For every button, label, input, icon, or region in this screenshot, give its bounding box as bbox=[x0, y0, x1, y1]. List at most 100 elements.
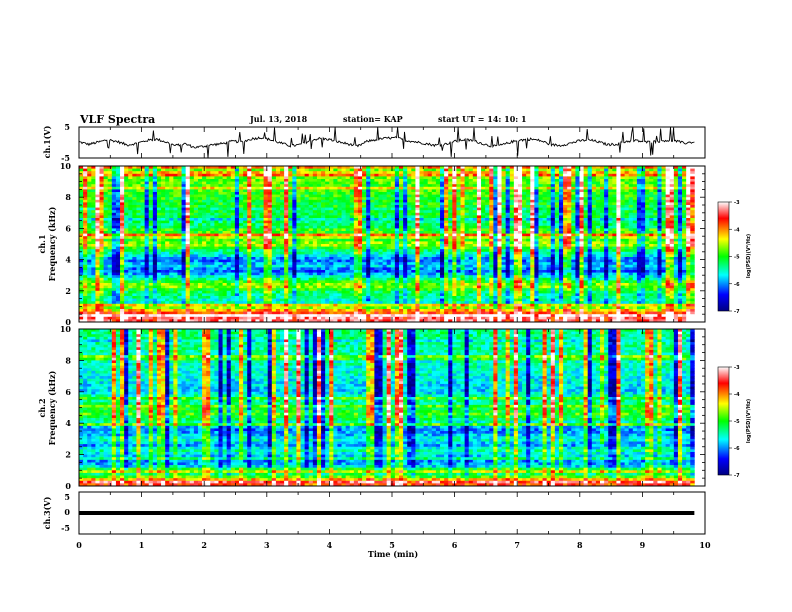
ch1-spectrogram-cell bbox=[411, 174, 415, 177]
ch1-spectrogram-cell bbox=[202, 176, 206, 179]
ch1-spectrogram-cell bbox=[403, 205, 407, 208]
ch1-spectrogram-cell bbox=[165, 169, 169, 172]
ch1-spectrogram-cell bbox=[506, 208, 510, 211]
ch1-spectrogram-cell bbox=[186, 171, 190, 174]
ch1-spectrogram-cell bbox=[79, 176, 83, 179]
ch1-spectrogram-cell bbox=[239, 184, 243, 187]
ch1-spectrogram-cell bbox=[157, 228, 161, 231]
ch1-spectrogram-cell bbox=[403, 179, 407, 182]
ch1-spectrogram-cell bbox=[268, 213, 272, 216]
ch1-spectrogram-cell bbox=[337, 208, 341, 211]
ch1-spectrogram-cell bbox=[190, 223, 194, 226]
ch1-spectrogram-cell bbox=[264, 174, 268, 177]
ch1-spectrogram-cell bbox=[485, 200, 489, 203]
ch1-spectrogram-cell bbox=[153, 169, 157, 172]
ch1-spectrogram-cell bbox=[350, 176, 354, 179]
ch1-spectrogram-cell bbox=[100, 221, 104, 224]
ch1-spectrogram-cell bbox=[424, 205, 428, 208]
ch1-spectrogram-cell bbox=[227, 202, 231, 205]
ch1-spectrogram-cell bbox=[420, 171, 424, 174]
ch1-spectrogram-cell bbox=[666, 228, 670, 231]
ch1-spectrogram-cell bbox=[153, 210, 157, 213]
ch1-spectrogram-cell bbox=[567, 215, 571, 218]
ch1-spectrogram-cell bbox=[280, 174, 284, 177]
ch1-spectrogram-cell bbox=[444, 223, 448, 226]
ch1-spectrogram-cell bbox=[411, 210, 415, 213]
ch1-spectrogram-cell bbox=[161, 213, 165, 216]
ch1-spectrogram-cell bbox=[288, 218, 292, 221]
ch1-spectrogram-cell bbox=[358, 228, 362, 231]
ch1-spectrogram-cell bbox=[210, 187, 214, 190]
ch1-spectrogram-cell bbox=[337, 189, 341, 192]
ch1-spectrogram-cell bbox=[243, 184, 247, 187]
ch1-spectrogram-cell bbox=[629, 210, 633, 213]
ch1-spectrogram-cell bbox=[415, 221, 419, 224]
ch1-spectrogram-cell bbox=[448, 202, 452, 205]
ch1-spectrogram-cell bbox=[173, 182, 177, 185]
ch1-spectrogram-cell bbox=[272, 205, 276, 208]
ch1-spectrogram-cell bbox=[141, 210, 145, 213]
ch1-spectrogram-cell bbox=[387, 215, 391, 218]
ch1-spectrogram-cell bbox=[588, 184, 592, 187]
ch1-spectrogram-cell bbox=[452, 179, 456, 182]
ch1-spectrogram-cell bbox=[325, 169, 329, 172]
ch1-spectrogram-cell bbox=[194, 169, 198, 172]
ch1-spectrogram-cell bbox=[616, 208, 620, 211]
ch1-spectrogram-cell bbox=[399, 192, 403, 195]
ch1-spectrogram-cell bbox=[309, 189, 313, 192]
ch1-spectrogram-cell bbox=[260, 228, 264, 231]
ch1-spectrogram-cell bbox=[120, 189, 124, 192]
ch1-spectrogram-cell bbox=[305, 223, 309, 226]
ch1-spectrogram-cell bbox=[477, 210, 481, 213]
ch1-spectrogram-cell bbox=[218, 197, 222, 200]
ch1-spectrogram-cell bbox=[621, 169, 625, 172]
ch1-spectrogram-cell bbox=[555, 169, 559, 172]
ch1-spectrogram-cell bbox=[231, 221, 235, 224]
ch1-spectrogram-cell bbox=[374, 208, 378, 211]
ch1-spectrogram-cell bbox=[325, 176, 329, 179]
ch1-spectrogram-cell bbox=[95, 169, 99, 172]
ch1-spectrogram-cell bbox=[534, 182, 538, 185]
ch1-spectrogram-cell bbox=[473, 215, 477, 218]
ch1-spectrogram-cell bbox=[141, 200, 145, 203]
ch1-spectrogram-cell bbox=[493, 195, 497, 198]
ch1-spectrogram-cell bbox=[399, 218, 403, 221]
ch1-spectrogram-cell bbox=[485, 195, 489, 198]
ch1-spectrogram-cell bbox=[674, 176, 678, 179]
ch1-spectrogram-cell bbox=[399, 213, 403, 216]
ch1-spectrogram-cell bbox=[596, 213, 600, 216]
ch1-spectrogram-cell bbox=[206, 208, 210, 211]
ch1-spectrogram-cell bbox=[362, 174, 366, 177]
ch1-spectrogram-cell bbox=[690, 195, 694, 198]
ch1-spectrogram-cell bbox=[128, 221, 132, 224]
ch1-spectrogram-cell bbox=[612, 215, 616, 218]
ch1-spectrogram-cell bbox=[79, 189, 83, 192]
ch1-spectrogram-cell bbox=[264, 210, 268, 213]
ch1-spectrogram-cell bbox=[395, 226, 399, 229]
ch1-spectrogram-cell bbox=[571, 187, 575, 190]
ch1-spectrogram-cell bbox=[657, 176, 661, 179]
ch1-spectrogram-cell bbox=[136, 205, 140, 208]
ch1-spectrogram-cell bbox=[415, 171, 419, 174]
ch1-spectrogram-cell bbox=[432, 221, 436, 224]
ch1-spectrogram-cell bbox=[235, 182, 239, 185]
ch1-spectrogram-cell bbox=[436, 221, 440, 224]
ch1-spectrogram-cell bbox=[276, 215, 280, 218]
ch1-spectrogram-cell bbox=[280, 218, 284, 221]
ch1-spectrogram-cell bbox=[321, 176, 325, 179]
ch1-spectrogram-cell bbox=[247, 218, 251, 221]
ch1-spectrogram-cell bbox=[506, 187, 510, 190]
ch1-spectrogram-cell bbox=[551, 169, 555, 172]
ch1-spectrogram-cell bbox=[87, 221, 91, 224]
ch1-spectrogram-cell bbox=[612, 176, 616, 179]
ch1-spectrogram-cell bbox=[534, 171, 538, 174]
ch1-spectrogram-cell bbox=[678, 179, 682, 182]
ch1-spectrogram-cell bbox=[173, 200, 177, 203]
ch1-spectrogram-cell bbox=[657, 192, 661, 195]
ch1-spectrogram-cell bbox=[621, 210, 625, 213]
ch1-spectrogram-cell bbox=[157, 174, 161, 177]
ch1-spectrogram-cell bbox=[190, 195, 194, 198]
ch1-spectrogram-cell bbox=[538, 187, 542, 190]
ch1-spectrogram-cell bbox=[518, 184, 522, 187]
ch1-spectrogram-cell bbox=[461, 221, 465, 224]
